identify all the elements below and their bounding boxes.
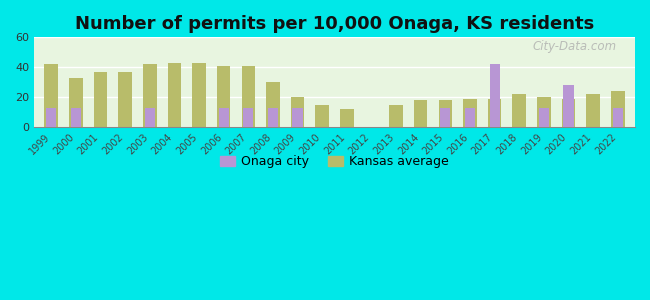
Bar [440,108,450,127]
Bar [389,105,403,127]
Bar [94,72,107,127]
Bar [489,64,500,127]
Bar [414,100,428,127]
Bar [463,99,476,127]
Bar [268,108,278,127]
Bar [488,99,501,127]
Bar [291,97,304,127]
Bar [143,64,157,127]
Bar [539,108,549,127]
Bar [242,66,255,127]
Bar [46,108,57,127]
Bar [168,63,181,127]
Legend: Onaga city, Kansas average: Onaga city, Kansas average [215,150,454,173]
Bar [564,85,573,127]
Bar [340,109,354,127]
Bar [217,66,230,127]
Bar [562,99,575,127]
Bar [218,108,229,127]
Bar [537,97,551,127]
Title: Number of permits per 10,000 Onaga, KS residents: Number of permits per 10,000 Onaga, KS r… [75,15,594,33]
Bar [266,82,280,127]
Bar [512,94,526,127]
Bar [613,108,623,127]
Bar [118,72,132,127]
Bar [465,108,475,127]
Bar [611,91,625,127]
Bar [69,78,83,127]
Bar [71,108,81,127]
Bar [145,108,155,127]
Bar [439,100,452,127]
Bar [315,105,329,127]
Bar [192,63,206,127]
Bar [292,108,303,127]
Bar [586,94,600,127]
Text: City-Data.com: City-Data.com [533,40,617,53]
Bar [243,108,254,127]
Bar [44,64,58,127]
